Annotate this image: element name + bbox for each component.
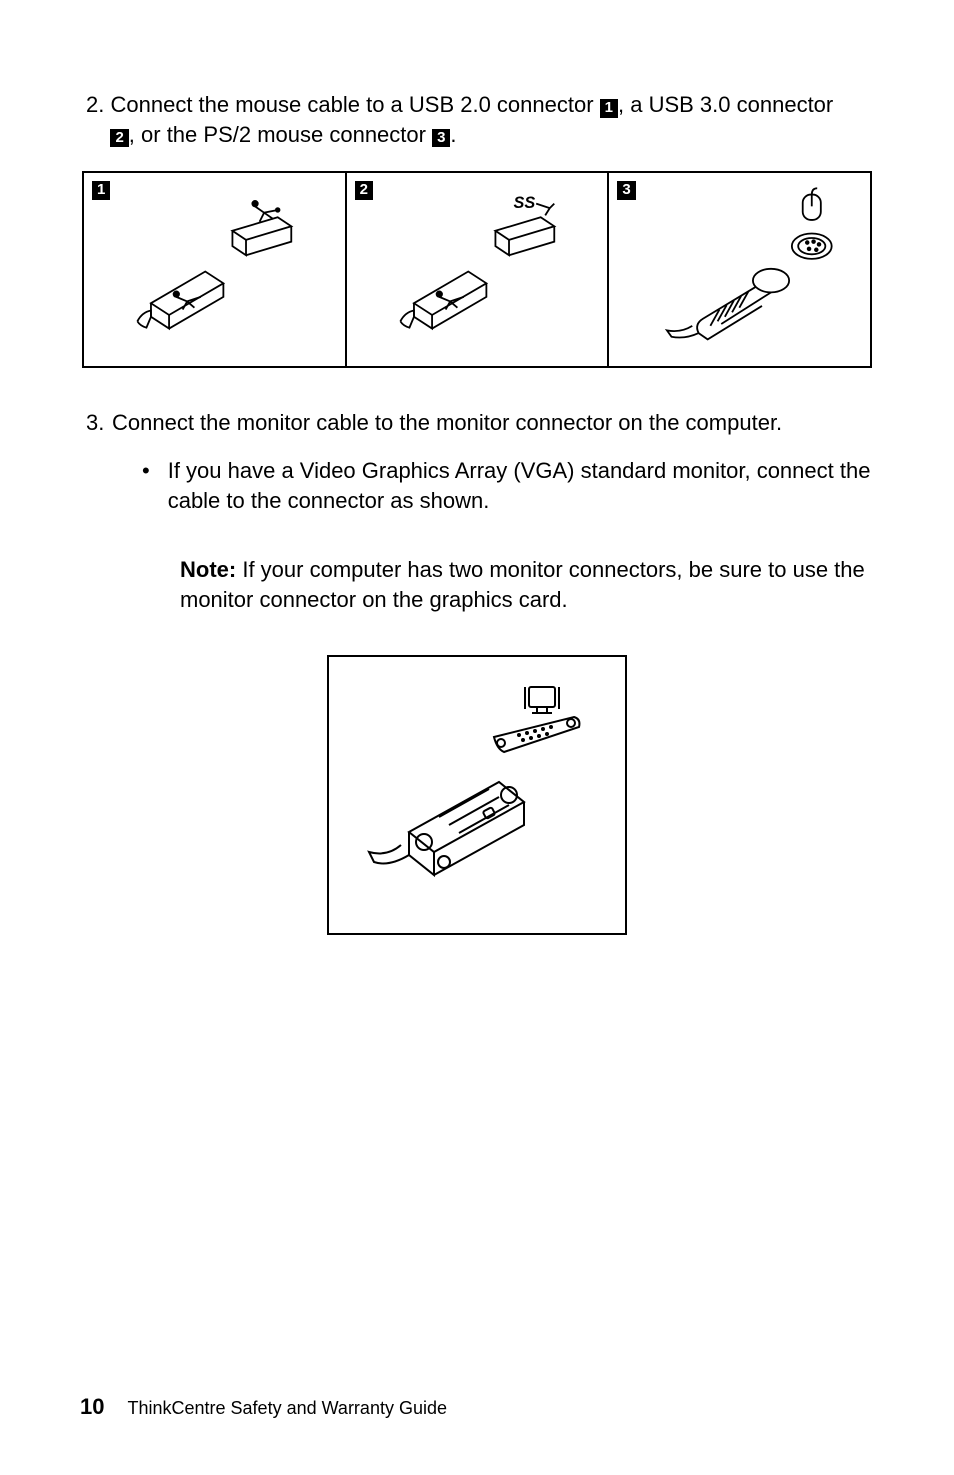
vga-illustration xyxy=(329,657,629,937)
usb3-illustration: SS xyxy=(355,181,600,353)
cell-marker-1: 1 xyxy=(92,181,110,200)
usb2-illustration xyxy=(92,181,337,353)
vga-figure-wrap xyxy=(80,655,874,942)
figure-cell-3: 3 xyxy=(608,172,871,367)
footer-title: ThinkCentre Safety and Warranty Guide xyxy=(128,1398,447,1418)
bullet-vga: • If you have a Video Graphics Array (VG… xyxy=(142,456,874,515)
step-2-text: 2. Connect the mouse cable to a USB 2.0 … xyxy=(86,90,874,149)
marker-3-inline: 3 xyxy=(432,129,450,148)
page-footer: 10 ThinkCentre Safety and Warranty Guide xyxy=(80,1394,447,1420)
step-2-b: , a USB 3.0 connector xyxy=(618,92,833,117)
marker-1-inline: 1 xyxy=(600,99,618,118)
step-3-num: 3. xyxy=(86,408,112,438)
bullet-text: If you have a Video Graphics Array (VGA)… xyxy=(168,456,874,515)
svg-text:SS: SS xyxy=(513,195,535,213)
step-2-c: , or the PS/2 mouse connector xyxy=(129,122,432,147)
step-2: 2. Connect the mouse cable to a USB 2.0 … xyxy=(86,90,874,149)
step-3-text: Connect the monitor cable to the monitor… xyxy=(112,410,782,435)
note-label: Note: xyxy=(180,557,236,582)
note-body: If your computer has two monitor connect… xyxy=(180,557,865,612)
footer-page-num: 10 xyxy=(80,1394,104,1419)
step-2-d: . xyxy=(450,122,456,147)
vga-figure-box xyxy=(327,655,627,935)
connector-figure-table: 1 xyxy=(82,171,872,368)
note-text: Note: If your computer has two monitor c… xyxy=(180,555,874,614)
step-3: 3.Connect the monitor cable to the monit… xyxy=(86,408,874,438)
step-2-a: Connect the mouse cable to a USB 2.0 con… xyxy=(110,92,599,117)
figure-cell-1: 1 xyxy=(83,172,346,367)
marker-2-inline: 2 xyxy=(110,129,128,148)
bullet-dot: • xyxy=(142,456,150,515)
note-block: Note: If your computer has two monitor c… xyxy=(180,555,874,614)
cell-marker-2: 2 xyxy=(355,181,373,200)
cell-marker-3: 3 xyxy=(617,181,635,200)
step-2-num: 2. xyxy=(86,92,104,117)
ps2-illustration xyxy=(617,181,862,353)
figure-cell-2: 2 SS xyxy=(346,172,609,367)
